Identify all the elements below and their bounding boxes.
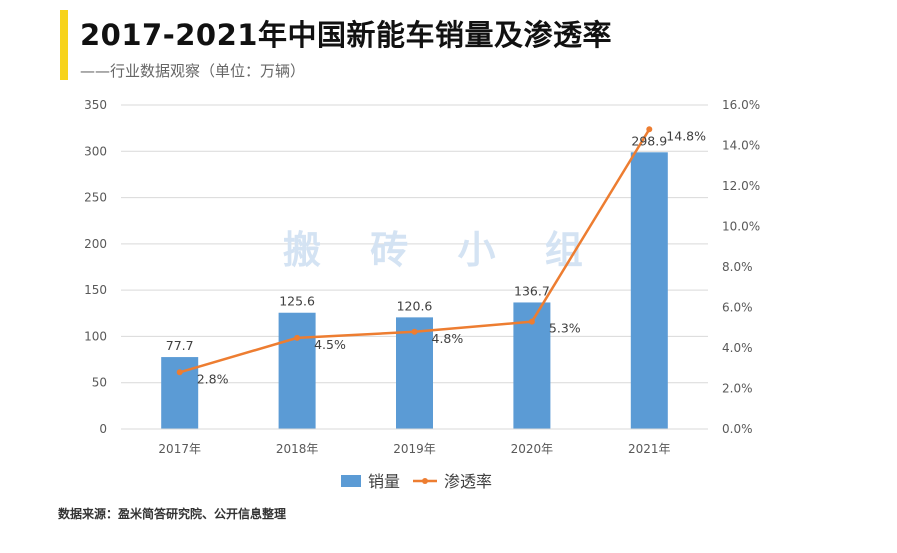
y-left-tick-label: 200 [84, 237, 107, 251]
line-data-label: 14.8% [666, 128, 706, 143]
y-left-tick-label: 300 [84, 144, 107, 158]
y-right-tick-label: 8.0% [722, 260, 753, 274]
bar-data-label: 77.7 [166, 338, 194, 353]
line-data-label: 2.8% [197, 371, 229, 386]
y-right-tick-label: 6.0% [722, 301, 753, 315]
data-source: 数据来源：盈米简答研究院、公开信息整理 [58, 507, 287, 521]
bar-data-label: 120.6 [397, 298, 433, 313]
line-point [294, 334, 301, 341]
x-tick-label: 2019年 [393, 442, 436, 456]
title-accent-bar [60, 10, 68, 80]
y-left-tick-label: 350 [84, 98, 107, 112]
line-data-label: 4.8% [432, 331, 464, 346]
y-right-tick-label: 12.0% [722, 179, 760, 193]
y-right-tick-label: 2.0% [722, 382, 753, 396]
y-left-tick-label: 250 [84, 191, 107, 205]
bar-data-label: 125.6 [279, 294, 315, 309]
y-right-tick-label: 14.0% [722, 139, 760, 153]
page-title: 2017-2021年中国新能车销量及渗透率 [80, 18, 612, 52]
legend-swatch-rate-marker [422, 478, 428, 484]
y-right-tick-label: 16.0% [722, 98, 760, 112]
x-tick-label: 2021年 [628, 442, 671, 456]
bar-data-label: 298.9 [631, 133, 667, 148]
legend-swatch-sales [341, 475, 361, 487]
watermark-text: 搬 砖 小 组 [283, 228, 601, 272]
line-data-label: 5.3% [549, 321, 581, 336]
y-right-tick-label: 4.0% [722, 341, 753, 355]
y-right-tick-label: 0.0% [722, 422, 753, 436]
legend-label-rate: 渗透率 [444, 472, 492, 491]
x-tick-label: 2017年 [158, 442, 201, 456]
bar-sales [630, 152, 668, 429]
line-point [528, 318, 535, 325]
y-left-tick-label: 0 [99, 422, 107, 436]
line-data-label: 4.5% [314, 337, 346, 352]
y-left-tick-label: 100 [84, 329, 107, 343]
bar-data-label: 136.7 [514, 283, 550, 298]
x-tick-label: 2020年 [511, 442, 554, 456]
line-point [646, 126, 653, 133]
page-subtitle: ——行业数据观察（单位：万辆） [80, 62, 306, 80]
legend-label-sales: 销量 [368, 472, 400, 491]
y-left-tick-label: 150 [84, 283, 107, 297]
line-point [176, 369, 183, 376]
bar-sales [278, 312, 316, 429]
y-right-tick-label: 10.0% [722, 220, 760, 234]
x-tick-label: 2018年 [276, 442, 319, 456]
bar-sales [396, 317, 433, 429]
y-left-tick-label: 50 [92, 376, 107, 390]
line-point [411, 328, 418, 335]
